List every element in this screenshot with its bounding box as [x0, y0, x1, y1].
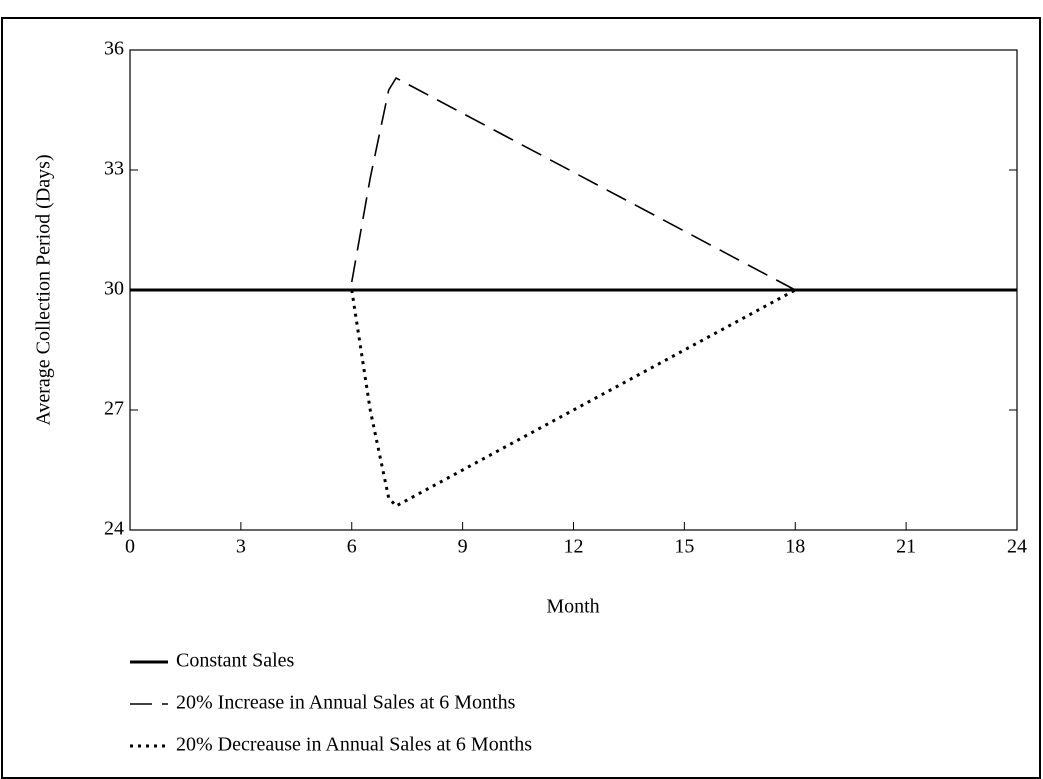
- y-tick-label: 27: [104, 398, 124, 420]
- y-tick-label: 36: [104, 38, 124, 60]
- x-tick-label: 24: [1007, 536, 1027, 558]
- x-tick-label: 3: [236, 536, 246, 558]
- x-tick-label: 15: [674, 536, 694, 558]
- x-tick-label: 12: [564, 536, 584, 558]
- figure-frame: [1, 17, 1041, 779]
- legend-label: Constant Sales: [176, 650, 295, 672]
- y-tick-label: 30: [104, 278, 124, 300]
- series-line: [350, 76, 796, 291]
- legend-label: 20% Increase in Annual Sales at 6 Months: [176, 692, 516, 714]
- series-line: [350, 288, 796, 508]
- legend-label: 20% Decreause in Annual Sales at 6 Month…: [176, 734, 532, 756]
- x-tick-label: 21: [896, 536, 916, 558]
- y-axis-label: Average Collection Period (Days): [33, 154, 55, 425]
- x-axis-label: Month: [546, 596, 599, 618]
- y-tick-label: 33: [104, 158, 124, 180]
- x-tick-label: 6: [347, 536, 357, 558]
- x-tick-label: 18: [785, 536, 805, 558]
- y-tick-label: 24: [104, 518, 124, 540]
- x-tick-label: 9: [458, 536, 468, 558]
- x-tick-label: 0: [125, 536, 135, 558]
